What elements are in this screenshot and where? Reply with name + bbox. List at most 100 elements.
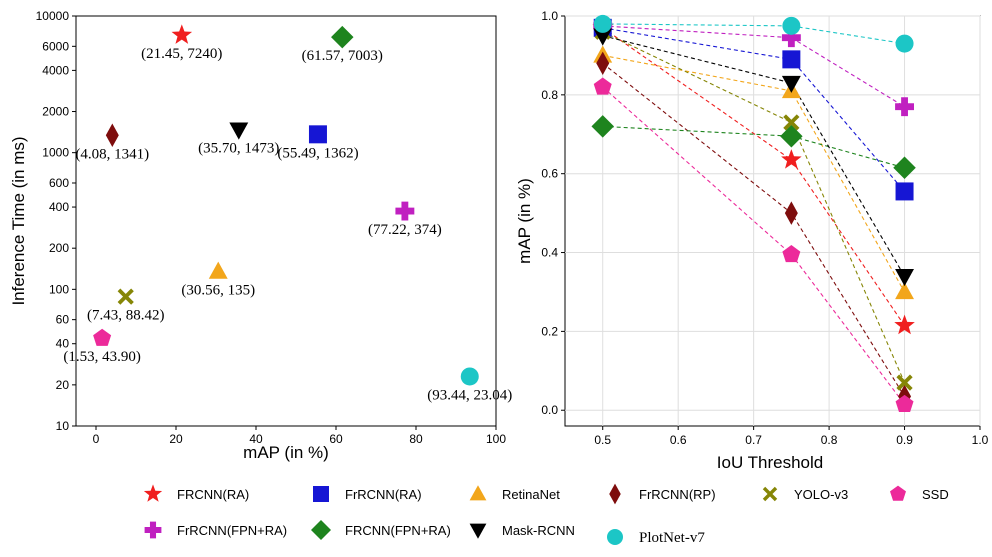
scatter-point-label: (93.44, 23.04) [427, 387, 512, 403]
scatter-point-label: (35.70, 1473) [198, 141, 279, 157]
series-point-frcnn-fpn-ra [780, 124, 803, 148]
series-point-frrcnn-ra [895, 182, 914, 201]
series-line-frcnn-fpn-ra [602, 125, 905, 169]
left-x-tick-label: 20 [169, 432, 183, 446]
series-point-mask-rcnn [895, 268, 914, 287]
left-y-tick-label: 600 [49, 176, 69, 190]
left-plot-frame [75, 15, 497, 427]
left-x-tick-label: 60 [329, 432, 343, 446]
series-point-frrcnn-rp [596, 51, 610, 76]
right-plot-frame [564, 15, 981, 427]
scatter-point-label: (4.08, 1341) [75, 146, 149, 162]
scatter-point-label: (77.22, 374) [368, 222, 442, 238]
right-y-tick-label: 0.2 [541, 324, 558, 338]
scatter-point-frcnn-fpn-ra [331, 25, 354, 49]
legend-label-mask-rcnn: Mask-RCNN [502, 523, 575, 538]
scatter-point-label: (30.56, 135) [181, 283, 255, 299]
legend-label-plotnet-v7: PlotNet-v7 [639, 530, 705, 546]
left-x-tick-label: 80 [409, 432, 423, 446]
left-y-tick-label: 10 [56, 419, 70, 433]
scatter-point-label: (21.45, 7240) [141, 46, 222, 62]
left-y-tick-label: 40 [56, 337, 70, 351]
scatter-point-label: (7.43, 88.42) [87, 308, 165, 324]
series-point-frrcnn-fpn-ra [895, 97, 914, 117]
legend-label-frrcnn-fpn-ra: FrRCNN(FPN+RA) [177, 523, 287, 538]
left-y-axis-label: Inference Time (in ms) [9, 136, 28, 305]
left-y-tick-label: 400 [49, 200, 69, 214]
series-point-plotnet-v7 [895, 34, 914, 53]
scatter-point-retinanet [208, 261, 228, 279]
legend-marker-frcnn-fpn-ra [311, 520, 331, 540]
legend: FRCNN(RA) FrRCNN(RA) RetinaNet FrRCNN(RP) YO… [143, 483, 949, 546]
scatter-point-frrcnn-rp [105, 123, 119, 147]
legend-marker-mask-rcnn [469, 523, 487, 539]
scatter-point-mask-rcnn [229, 122, 249, 140]
left-y-tick-label: 4000 [42, 63, 69, 77]
legend-marker-plotnet-v7 [607, 529, 623, 545]
legend-marker-ssd [890, 485, 906, 501]
series-point-ssd [895, 394, 914, 412]
legend-marker-retinanet [469, 485, 487, 501]
left-y-tick-label: 1000 [42, 146, 69, 160]
legend-marker-frrcnn-fpn-ra [144, 521, 162, 539]
left-y-tick-label: 100 [49, 282, 69, 296]
scatter-point-label: (1.53, 43.90) [63, 349, 141, 365]
series-point-retinanet [895, 282, 914, 300]
scatter-point-plotnet-v7 [460, 367, 479, 386]
scatter-point-label: (55.49, 1362) [277, 145, 358, 161]
legend-label-retinanet: RetinaNet [502, 487, 560, 502]
right-y-tick-label: 0.4 [541, 246, 558, 260]
legend-marker-frrcnn-rp [609, 483, 621, 505]
series-point-plotnet-v7 [782, 16, 801, 35]
legend-label-ssd: SSD [922, 487, 949, 502]
right-x-tick-label: 1.0 [972, 433, 989, 447]
left-y-tick-label: 60 [56, 313, 70, 327]
left-y-tick-label: 200 [49, 241, 69, 255]
series-point-frrcnn-ra [782, 50, 801, 69]
legend-label-yolo-v3: YOLO-v3 [794, 487, 848, 502]
series-point-yolo-v3 [783, 114, 800, 131]
left-y-tick-label: 6000 [42, 39, 69, 53]
right-x-tick-label: 0.7 [745, 433, 762, 447]
series-point-ssd [593, 77, 612, 95]
series-point-frcnn-fpn-ra [591, 115, 614, 138]
series-point-plotnet-v7 [593, 14, 612, 33]
series-point-frrcnn-fpn-ra [781, 28, 801, 48]
right-y-tick-label: 0.8 [541, 88, 558, 102]
series-point-yolo-v3 [896, 374, 913, 391]
scatter-point-frcnn-ra [171, 24, 193, 44]
legend-label-frcnn-ra: FRCNN(RA) [177, 487, 249, 502]
right-x-tick-label: 0.6 [670, 433, 687, 447]
series-point-frcnn-fpn-ra [893, 156, 916, 180]
legend-label-frrcnn-ra: FrRCNN(RA) [345, 487, 422, 502]
series-line-frcnn-ra [602, 27, 905, 326]
right-x-tick-label: 0.5 [594, 433, 611, 447]
legend-label-frrcnn-rp: FrRCNN(RP) [639, 487, 716, 502]
series-point-frcnn-ra [781, 149, 802, 169]
right-y-tick-label: 0.0 [541, 403, 558, 417]
right-line-plot: 0.5 0.6 0.7 0.8 0.9 1.0 0.0 0.2 0.4 0.6 0.8 1.0 Io… [515, 9, 989, 472]
right-x-tick-label: 0.9 [896, 433, 913, 447]
right-y-axis-label: mAP (in %) [515, 178, 534, 264]
left-scatter-plot: 0 20 40 60 80 100 10 20 40 60 100 200 400 600 1000 200… [9, 9, 512, 462]
scatter-point-yolo-v3 [117, 288, 134, 305]
series-point-mask-rcnn [593, 28, 613, 46]
scatter-point-frrcnn-ra [308, 125, 327, 144]
left-x-axis-label: mAP (in %) [243, 443, 329, 462]
legend-marker-frcnn-ra [143, 484, 163, 502]
left-y-tick-label: 20 [56, 378, 70, 392]
left-y-tick-label: 2000 [42, 105, 69, 119]
legend-marker-frrcnn-ra [313, 486, 329, 502]
left-x-tick-label: 40 [249, 432, 263, 446]
legend-label-frcnn-fpn-ra: FRCNN(FPN+RA) [345, 523, 451, 538]
right-y-tick-label: 0.6 [541, 167, 558, 181]
series-point-mask-rcnn [781, 75, 801, 93]
left-x-tick-label: 100 [486, 432, 506, 446]
series-point-frcnn-ra [894, 314, 915, 335]
series-line-mask-rcnn [602, 35, 905, 277]
right-x-axis-label: IoU Threshold [717, 453, 823, 472]
scatter-point-frrcnn-fpn-ra [395, 201, 415, 221]
left-x-tick-label: 0 [93, 432, 100, 446]
right-x-tick-label: 0.8 [821, 433, 838, 447]
